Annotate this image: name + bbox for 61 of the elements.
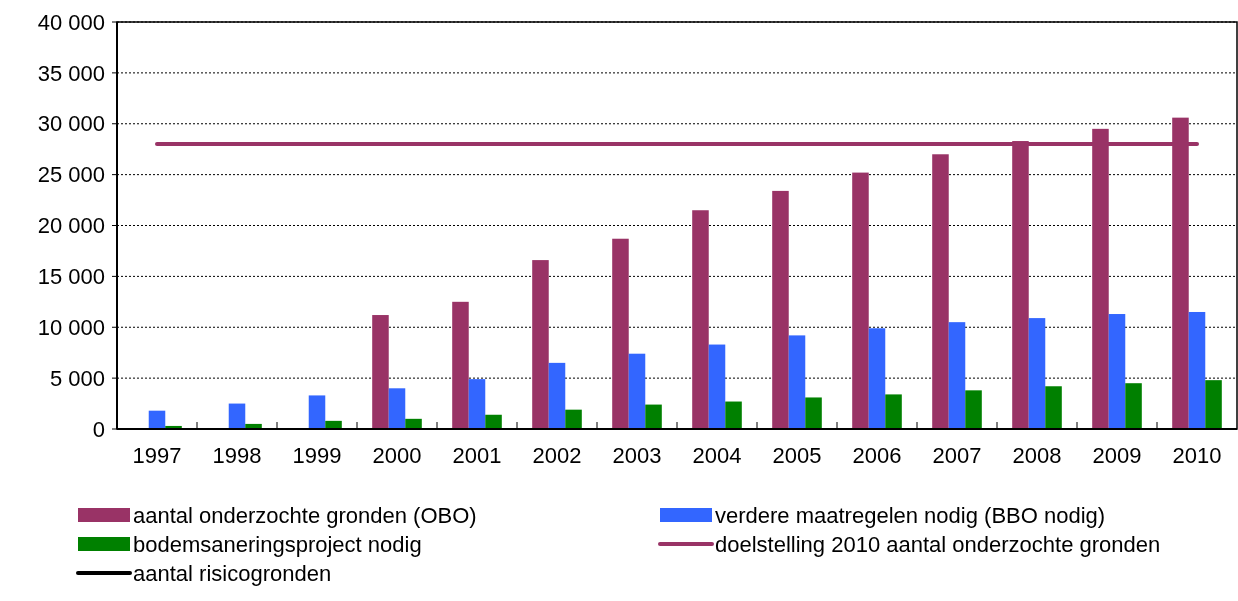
bar: [805, 397, 822, 429]
bar: [1188, 311, 1206, 429]
y-tick-label: 40 000: [37, 9, 105, 35]
bar: [148, 410, 166, 429]
bar: [932, 154, 949, 429]
bar: [612, 238, 629, 429]
bar: [452, 301, 469, 429]
bar: [772, 190, 789, 429]
bar: [868, 328, 886, 429]
x-tick-label: 2010: [1172, 443, 1222, 468]
x-tick-label: 1998: [212, 443, 262, 468]
x-tick-label: 2004: [692, 443, 742, 468]
bar: [965, 390, 982, 429]
legend-label: bodemsaneringsproject nodig: [133, 531, 422, 557]
legend-label: aantal onderzochte gronden (OBO): [133, 502, 477, 528]
bar: [1205, 380, 1222, 429]
bar: [485, 414, 502, 429]
y-tick-label: 25 000: [37, 162, 105, 188]
bar: [628, 353, 646, 429]
legend-label: verdere maatregelen nodig (BBO nodig): [715, 502, 1106, 528]
x-tick-label: 2002: [532, 443, 582, 468]
y-tick-label: 20 000: [37, 213, 105, 239]
bar: [708, 344, 726, 429]
bar: [645, 404, 662, 429]
bar: [1125, 383, 1142, 429]
bar: [565, 409, 582, 429]
bar: [548, 362, 566, 429]
bar: [372, 315, 389, 429]
bar: [388, 388, 406, 429]
bar: [788, 335, 806, 429]
bar: [532, 260, 549, 429]
bar: [852, 172, 869, 429]
y-tick-label: 0: [92, 416, 105, 442]
y-tick-label: 30 000: [37, 111, 105, 137]
bar: [308, 395, 326, 429]
x-tick-label: 1997: [132, 443, 182, 468]
y-tick-label: 35 000: [37, 60, 105, 86]
bar: [228, 403, 246, 429]
bar: [405, 418, 422, 429]
x-tick-label: 1999: [292, 443, 342, 468]
bar: [1045, 386, 1062, 429]
legend-label: aantal risicogronden: [133, 560, 332, 586]
y-tick-label: 5 000: [49, 365, 105, 391]
bar: [725, 401, 742, 429]
y-tick-label: 10 000: [37, 314, 105, 340]
bar: [468, 379, 486, 429]
x-tick-label: 2008: [1012, 443, 1062, 468]
bar: [692, 210, 709, 429]
x-tick-label: 2007: [932, 443, 982, 468]
x-tick-label: 2000: [372, 443, 422, 468]
x-tick-label: 2009: [1092, 443, 1142, 468]
bar: [885, 394, 902, 429]
y-tick-label: 15 000: [37, 264, 105, 290]
x-tick-label: 2006: [852, 443, 902, 468]
x-tick-label: 2001: [452, 443, 502, 468]
x-tick-label: 2003: [612, 443, 662, 468]
bar: [948, 322, 966, 429]
legend-label: doelstelling 2010 aantal onderzochte gronden: [715, 531, 1161, 557]
bar: [1108, 314, 1126, 429]
x-tick-label: 2005: [772, 443, 822, 468]
bar: [1028, 318, 1046, 429]
